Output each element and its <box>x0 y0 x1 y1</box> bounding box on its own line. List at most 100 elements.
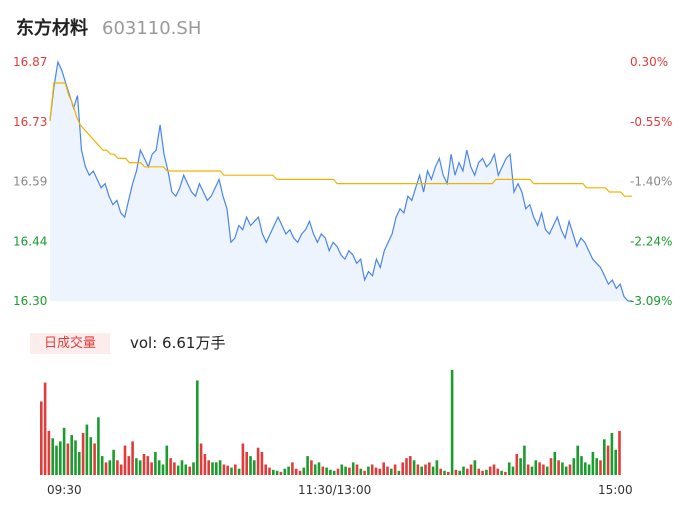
volume-bar <box>268 467 271 475</box>
volume-bar <box>603 439 606 475</box>
time-tick-label: 09:30 <box>47 483 82 497</box>
volume-bar <box>378 468 382 475</box>
volume-bar <box>450 370 454 475</box>
volume-bar <box>131 441 134 475</box>
time-tick-label: 15:00 <box>598 483 633 497</box>
volume-bar <box>614 449 617 475</box>
volume-bar <box>481 470 484 475</box>
volume-bar <box>74 440 77 475</box>
percent-tick-label: -2.24% <box>630 234 672 248</box>
volume-bar <box>390 468 393 475</box>
volume-bar <box>272 469 275 476</box>
price-fill <box>50 62 632 301</box>
volume-bar <box>370 464 374 475</box>
volume-bar <box>428 462 431 475</box>
volume-bar <box>123 445 127 475</box>
volume-bar <box>393 464 397 475</box>
percent-tick-label: -3.09% <box>630 294 672 308</box>
volume-bar <box>496 468 500 475</box>
volume-bar <box>355 464 359 475</box>
volume-bar <box>443 470 446 475</box>
volume-bar <box>154 451 157 475</box>
price-tick-label: 16.30 <box>13 294 47 308</box>
volume-bar <box>230 467 233 475</box>
volume-bar <box>557 460 560 475</box>
volume-bar <box>477 468 481 475</box>
volume-bar <box>363 470 366 475</box>
volume-bar <box>511 466 515 475</box>
volume-bar <box>587 464 591 475</box>
volume-bar <box>100 456 104 475</box>
volume-bar <box>264 464 267 475</box>
volume-bar <box>340 464 344 475</box>
volume-bar <box>606 445 610 475</box>
volume-bar <box>367 466 370 475</box>
volume-bar <box>485 469 488 476</box>
volume-bar <box>576 445 579 475</box>
volume-bar <box>351 462 355 475</box>
volume-bar <box>584 462 587 475</box>
volume-bar <box>397 470 401 475</box>
volume-bar <box>161 464 165 475</box>
volume-bar <box>591 451 595 475</box>
volume-bar <box>618 430 621 475</box>
volume-bar <box>66 443 70 475</box>
volume-bar <box>127 456 131 475</box>
volume-bar <box>218 460 222 475</box>
volume-bar <box>249 456 252 475</box>
volume-bar <box>549 458 553 475</box>
volume-bar <box>245 451 248 475</box>
volume-bar <box>595 458 598 475</box>
volume-bar <box>507 462 511 475</box>
volume-bar <box>157 460 161 475</box>
volume-bar <box>112 449 115 475</box>
volume-bar <box>138 460 142 475</box>
volume-bar <box>545 466 549 475</box>
volume-bar <box>412 460 416 475</box>
volume-bar <box>47 430 51 475</box>
volume-bar <box>234 464 237 475</box>
volume-bar <box>416 464 420 475</box>
volume-bar <box>43 382 47 475</box>
volume-bar <box>462 466 465 475</box>
volume-bar <box>530 466 534 475</box>
price-tick-label: 16.44 <box>13 234 47 248</box>
volume-bar <box>344 466 347 475</box>
volume-bar <box>196 380 199 475</box>
volume-bar <box>348 467 351 475</box>
stock-name: 东方材料 <box>16 18 88 39</box>
volume-bar <box>302 467 306 475</box>
stock-code: 603110.SH <box>102 18 202 39</box>
volume-bars <box>40 370 621 476</box>
price-area <box>49 59 632 302</box>
volume-bar <box>59 441 62 475</box>
volume-bar <box>260 451 264 475</box>
price-tick-label: 16.59 <box>13 175 47 189</box>
volume-bar <box>142 454 146 475</box>
volume-bar <box>515 454 519 475</box>
volume-bar <box>306 456 309 475</box>
volume-bar <box>553 451 557 475</box>
volume-bar <box>420 466 423 475</box>
volume-bar <box>169 458 172 475</box>
volume-bar <box>492 464 496 475</box>
volume-bar <box>298 470 302 475</box>
stock-header: 东方材料 603110.SH <box>16 14 201 40</box>
volume-bar <box>40 401 43 475</box>
volume-bar <box>165 445 169 475</box>
volume-bar <box>146 456 150 475</box>
volume-bar <box>215 462 218 475</box>
average-price-line <box>49 82 632 197</box>
volume-bar <box>310 460 313 475</box>
volume-bar <box>500 470 503 475</box>
volume-readout: vol: 6.61万手 <box>130 334 226 352</box>
time-axis-labels: 09:30 11:30/13:00 15:00 <box>47 483 633 497</box>
volume-bar <box>119 464 123 475</box>
volume-bar <box>78 451 81 475</box>
volume-bar <box>55 445 58 475</box>
volume-bar <box>405 458 408 475</box>
volume-bar <box>519 458 522 475</box>
volume-bar <box>70 435 73 475</box>
volume-bar <box>116 460 119 475</box>
